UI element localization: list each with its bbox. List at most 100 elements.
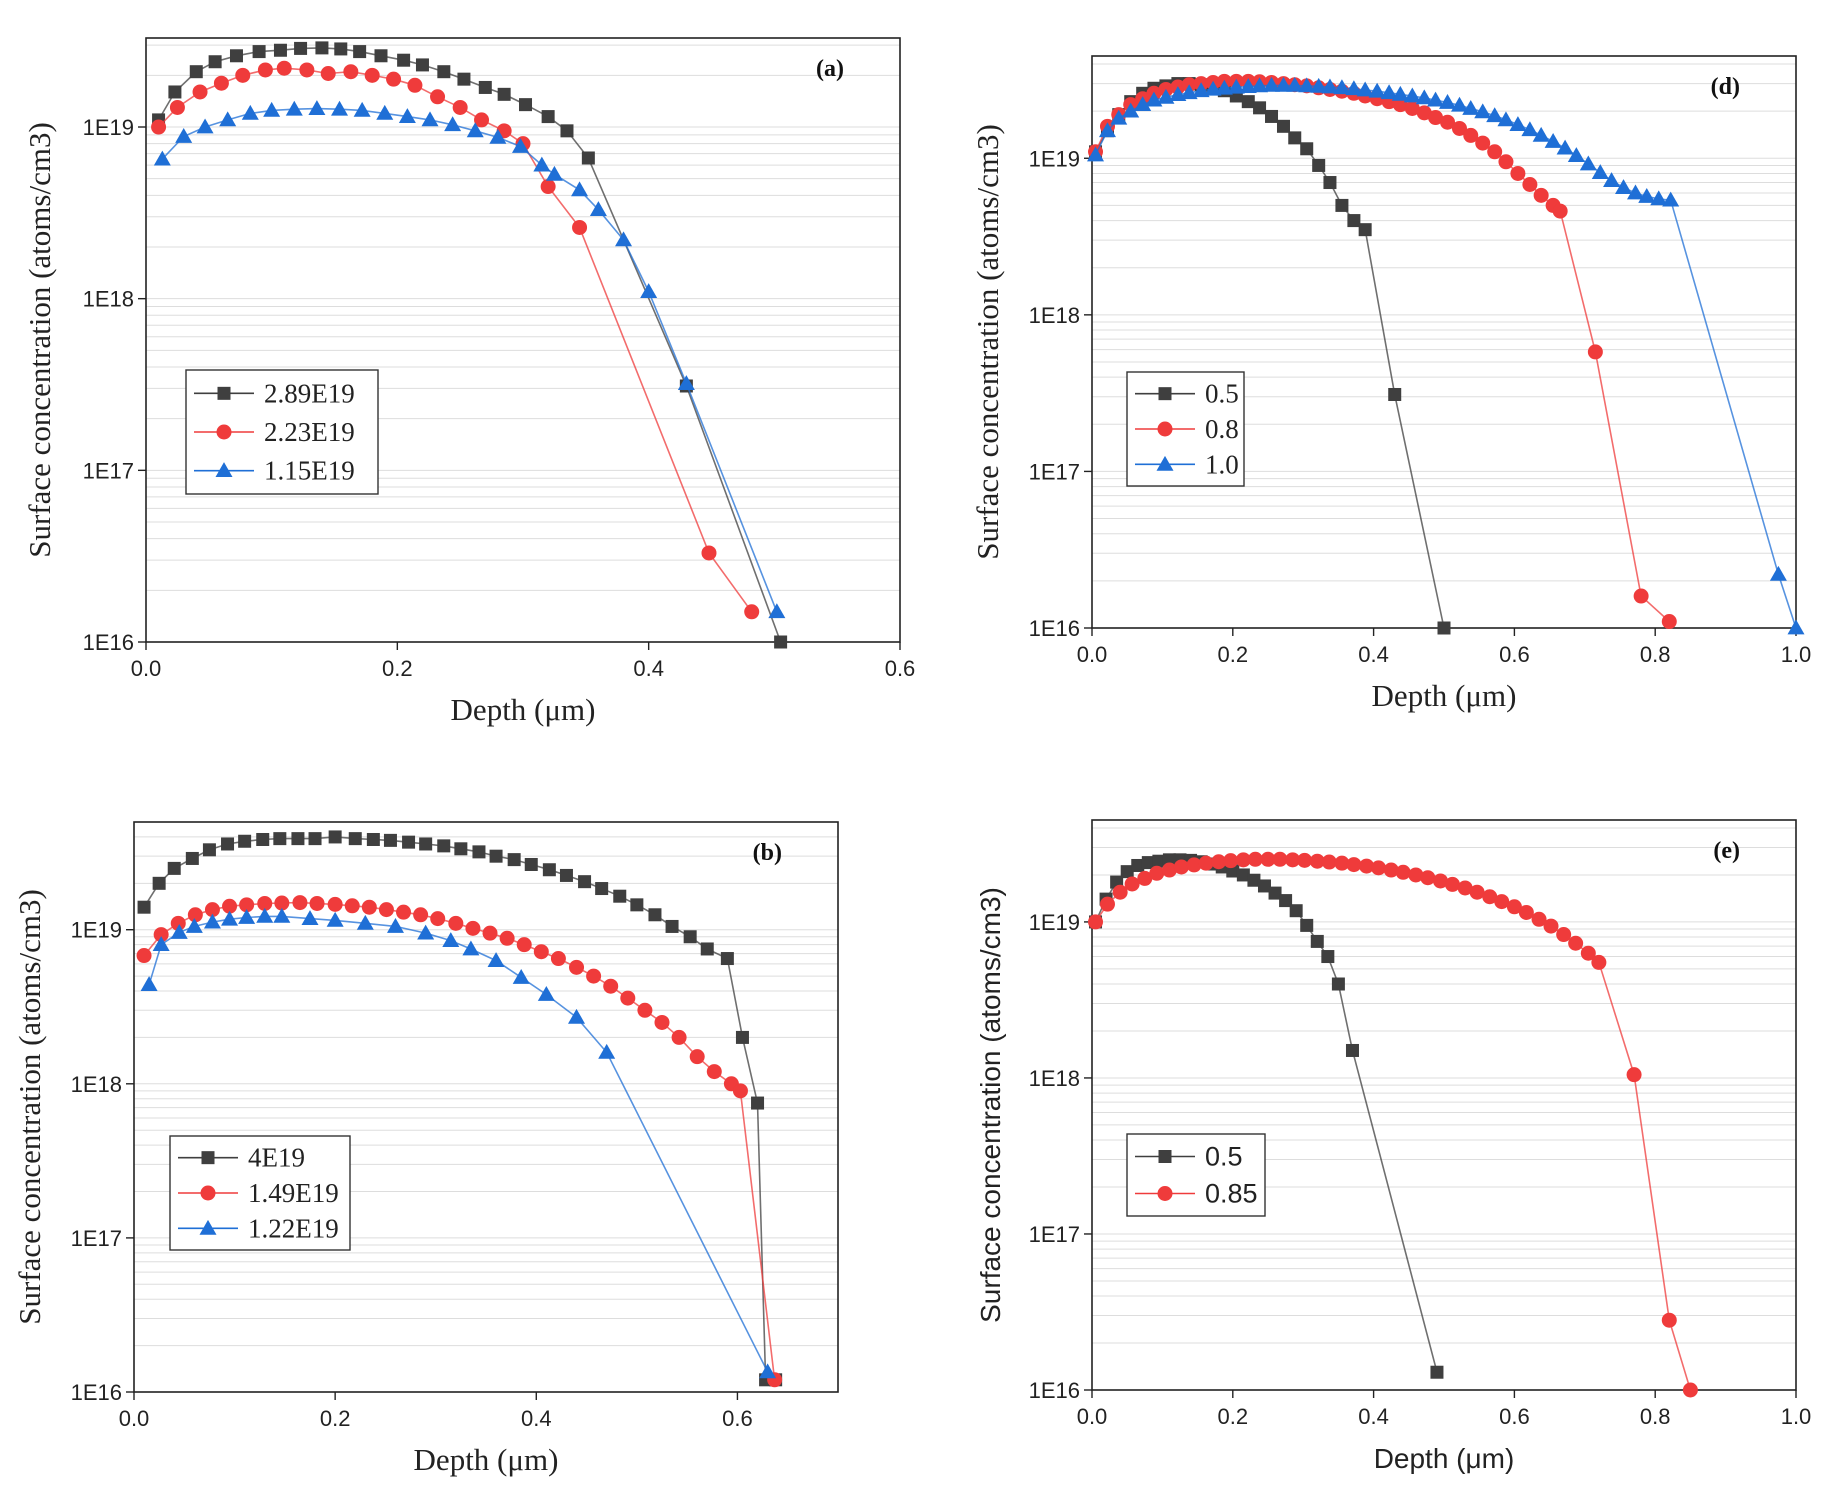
data-point — [1383, 862, 1399, 878]
data-point — [516, 937, 532, 953]
legend: 0.5 0.85 — [1126, 1133, 1266, 1217]
data-point — [1239, 78, 1257, 93]
data-point — [396, 904, 412, 920]
data-point — [1475, 135, 1491, 151]
y-tick-label: 1E16 — [83, 630, 134, 655]
data-point — [1137, 870, 1153, 886]
y-tick-label: 1E18 — [83, 287, 134, 312]
data-point — [1122, 102, 1140, 118]
data-point — [1682, 1382, 1698, 1398]
data-point — [524, 857, 538, 871]
data-point — [489, 128, 507, 144]
data-point — [1392, 97, 1408, 113]
data-point — [689, 1049, 705, 1065]
data-point — [700, 942, 714, 956]
data-point — [219, 111, 237, 127]
data-point — [1300, 918, 1314, 932]
data-point — [308, 832, 322, 846]
data-point — [1395, 864, 1411, 880]
data-point — [560, 124, 574, 138]
data-point — [630, 898, 644, 912]
x-tick-label: 0.0 — [119, 1406, 150, 1431]
series-0.5 — [1089, 853, 1444, 1379]
data-point — [701, 545, 717, 561]
chart-panel-b: 1E16 1E17 1E18 1E19 0.0 0.2 0.4 0.6 Depth (μm) Su… — [12, 821, 839, 1477]
data-point — [1633, 588, 1649, 604]
data-point — [1437, 621, 1451, 635]
legend-label: 0.85 — [1205, 1179, 1258, 1209]
data-point — [589, 201, 607, 217]
data-point — [452, 99, 468, 115]
data-point — [1235, 852, 1251, 868]
data-point — [1451, 120, 1467, 136]
data-point — [213, 75, 229, 91]
y-tick-label: 1E19 — [83, 115, 134, 140]
data-point — [437, 839, 451, 853]
data-point — [640, 283, 658, 298]
data-point — [274, 895, 290, 911]
data-point — [559, 868, 573, 882]
data-point — [1285, 852, 1301, 868]
x-tick-label: 0.4 — [521, 1406, 552, 1431]
data-point — [474, 112, 490, 128]
data-point — [1251, 77, 1269, 93]
data-point — [462, 940, 480, 956]
data-point — [1192, 82, 1210, 98]
series-0.85 — [1088, 851, 1698, 1398]
data-point — [1321, 854, 1337, 870]
data-point — [1298, 77, 1316, 93]
series-line — [148, 915, 769, 1373]
data-point — [353, 101, 371, 117]
data-point — [478, 80, 492, 94]
data-point — [415, 58, 429, 72]
data-point — [137, 900, 151, 914]
data-point — [168, 85, 182, 99]
data-point — [374, 49, 388, 63]
x-tick-label: 0.2 — [1218, 1404, 1249, 1429]
data-point — [1769, 565, 1787, 581]
legend-marker — [199, 1219, 217, 1235]
data-point — [598, 1043, 616, 1059]
data-point — [1662, 191, 1680, 207]
data-point — [1380, 84, 1398, 100]
data-point — [252, 45, 266, 59]
x-tick-label: 1.0 — [1781, 1404, 1812, 1429]
chart-panel-a: 1E16 1E17 1E18 1E19 0.0 0.2 0.4 0.6 Depth (μm) Su… — [22, 37, 915, 727]
data-point — [615, 231, 633, 247]
data-point — [331, 100, 349, 116]
data-point — [175, 128, 193, 143]
data-point — [1439, 94, 1457, 109]
data-point — [448, 915, 464, 931]
data-point — [222, 898, 238, 914]
data-point — [361, 899, 377, 915]
data-point — [315, 41, 329, 55]
data-point — [1368, 82, 1386, 98]
data-point — [1522, 177, 1538, 193]
y-tick-label: 1E17 — [83, 458, 134, 483]
y-axis-label: Surface concentration (atoms/cm3) — [22, 122, 57, 558]
data-point — [1661, 1312, 1677, 1328]
x-tick-label: 0.2 — [320, 1406, 351, 1431]
data-point — [1462, 99, 1480, 115]
data-point — [221, 910, 239, 926]
x-tick-label: 0.6 — [1499, 1404, 1530, 1429]
plot-frame — [145, 37, 901, 643]
data-point — [1428, 110, 1444, 126]
data-point — [1427, 91, 1445, 107]
legend-marker — [216, 424, 232, 440]
data-point — [1626, 1067, 1642, 1083]
y-axis-label: Surface concentration (atoms/cm3) — [975, 887, 1006, 1323]
data-point — [413, 907, 429, 923]
data-point — [499, 930, 515, 946]
data-point — [542, 863, 556, 877]
data-point — [1509, 116, 1527, 132]
legend-marker — [1157, 1186, 1173, 1201]
legend-marker — [1157, 421, 1173, 437]
data-point — [1543, 918, 1559, 934]
x-tick-label: 0.0 — [131, 656, 162, 681]
data-point — [202, 843, 216, 857]
data-point — [1482, 889, 1498, 905]
data-point — [241, 104, 259, 120]
data-point — [421, 111, 439, 127]
